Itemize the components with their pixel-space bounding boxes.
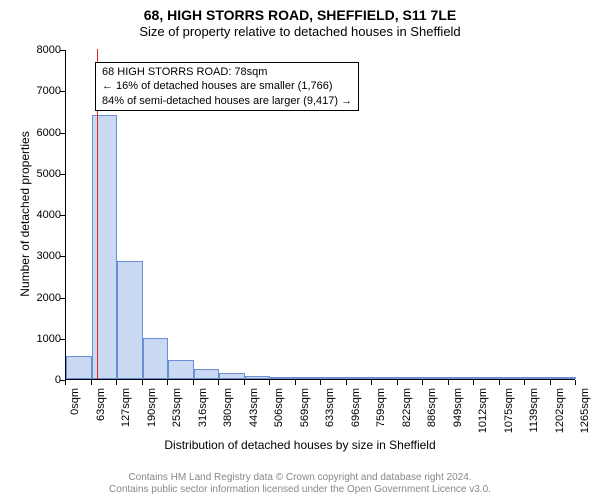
x-tick-mark xyxy=(346,380,347,385)
y-tick-label: 8000 xyxy=(21,44,61,56)
histogram-bar xyxy=(500,377,526,379)
x-tick-mark xyxy=(116,380,117,385)
histogram-bar xyxy=(92,115,118,379)
x-tick-mark xyxy=(295,380,296,385)
histogram-bar xyxy=(423,377,449,379)
x-tick-mark xyxy=(65,380,66,385)
x-tick-mark xyxy=(524,380,525,385)
histogram-bar xyxy=(449,377,475,379)
histogram-bar xyxy=(551,377,577,379)
histogram-bar xyxy=(321,377,347,379)
histogram-bar xyxy=(398,377,424,379)
histogram-bar xyxy=(525,377,551,379)
x-tick-mark xyxy=(550,380,551,385)
chart-subtitle: Size of property relative to detached ho… xyxy=(0,24,600,41)
x-tick-mark xyxy=(91,380,92,385)
x-tick-mark xyxy=(575,380,576,385)
x-tick-mark xyxy=(499,380,500,385)
x-tick-mark xyxy=(473,380,474,385)
footer-line-2: Contains public sector information licen… xyxy=(109,484,491,495)
histogram-bar xyxy=(168,360,194,379)
histogram-bar xyxy=(117,261,143,379)
x-tick-mark xyxy=(193,380,194,385)
chart-title: 68, HIGH STORRS ROAD, SHEFFIELD, S11 7LE xyxy=(0,6,600,24)
x-axis-label: Distribution of detached houses by size … xyxy=(0,438,600,452)
y-tick-mark xyxy=(60,133,65,134)
y-tick-mark xyxy=(60,256,65,257)
title-block: 68, HIGH STORRS ROAD, SHEFFIELD, S11 7LE… xyxy=(0,0,600,41)
x-tick-mark xyxy=(422,380,423,385)
histogram-bar xyxy=(66,356,92,379)
histogram-bar xyxy=(194,369,220,379)
y-tick-mark xyxy=(60,339,65,340)
histogram-bar xyxy=(474,377,500,379)
y-tick-label: 0 xyxy=(21,374,61,386)
y-tick-mark xyxy=(60,298,65,299)
histogram-bar xyxy=(143,338,169,379)
annotation-line-3: 84% of semi-detached houses are larger (… xyxy=(102,94,352,108)
y-tick-label: 7000 xyxy=(21,85,61,97)
histogram-bar xyxy=(296,377,322,379)
x-tick-mark xyxy=(167,380,168,385)
x-tick-mark xyxy=(397,380,398,385)
footer: Contains HM Land Registry data © Crown c… xyxy=(0,472,600,496)
y-tick-mark xyxy=(60,174,65,175)
y-axis-label: Number of detached properties xyxy=(18,124,32,304)
y-tick-mark xyxy=(60,91,65,92)
annotation-box: 68 HIGH STORRS ROAD: 78sqm ← 16% of deta… xyxy=(95,62,359,111)
histogram-bar xyxy=(347,377,373,379)
x-tick-mark xyxy=(218,380,219,385)
histogram-bar xyxy=(219,373,245,379)
x-tick-mark xyxy=(142,380,143,385)
x-tick-mark xyxy=(448,380,449,385)
annotation-line-2: ← 16% of detached houses are smaller (1,… xyxy=(102,79,352,93)
histogram-bar xyxy=(245,376,271,380)
footer-line-1: Contains HM Land Registry data © Crown c… xyxy=(128,472,471,483)
annotation-line-1: 68 HIGH STORRS ROAD: 78sqm xyxy=(102,65,352,79)
chart-container: 68, HIGH STORRS ROAD, SHEFFIELD, S11 7LE… xyxy=(0,0,600,500)
x-tick-mark xyxy=(244,380,245,385)
y-tick-mark xyxy=(60,215,65,216)
x-tick-mark xyxy=(320,380,321,385)
histogram-bar xyxy=(270,377,296,379)
y-tick-mark xyxy=(60,50,65,51)
histogram-bar xyxy=(372,377,398,379)
x-tick-mark xyxy=(269,380,270,385)
y-tick-label: 1000 xyxy=(21,333,61,345)
x-tick-mark xyxy=(371,380,372,385)
